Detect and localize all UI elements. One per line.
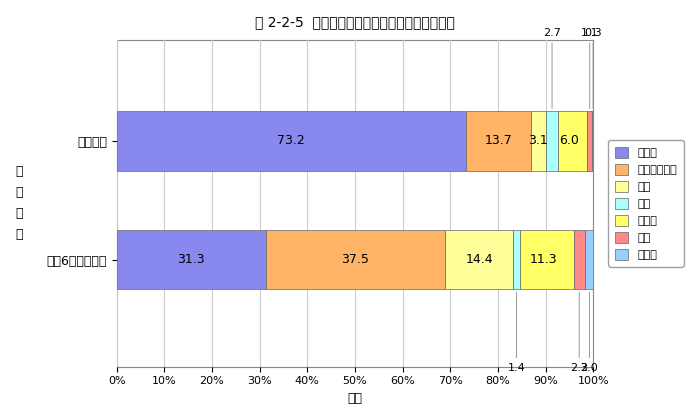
Bar [592, 111, 594, 171]
Bar [531, 111, 545, 171]
Text: 73.2: 73.2 [277, 134, 305, 147]
Text: 31.3: 31.3 [177, 253, 205, 266]
Y-axis label: 返
還
種
別: 返 還 種 別 [15, 165, 22, 242]
Text: 0.3: 0.3 [584, 28, 602, 108]
Text: 1.1: 1.1 [581, 28, 598, 108]
Legend: 正社員, アルバイト等, 無職, 主婦, 自営業, 学生, その他: 正社員, アルバイト等, 無職, 主婦, 自営業, 学生, その他 [608, 140, 684, 267]
Text: 2.3: 2.3 [570, 292, 588, 373]
Bar [559, 111, 587, 171]
Bar [117, 111, 466, 171]
Text: 11.3: 11.3 [529, 253, 557, 266]
Bar [466, 111, 531, 171]
Text: 2.0: 2.0 [580, 292, 598, 373]
Bar [545, 111, 559, 171]
X-axis label: 割合: 割合 [347, 392, 363, 405]
Bar [520, 230, 574, 289]
Text: 13.7: 13.7 [484, 134, 512, 147]
Bar [584, 230, 594, 289]
Text: 6.0: 6.0 [559, 134, 579, 147]
Bar [266, 230, 444, 289]
Bar [117, 230, 266, 289]
Text: 37.5: 37.5 [342, 253, 369, 266]
Title: 図 2-2-5  本人の職業と学種との関係（大学院）: 図 2-2-5 本人の職業と学種との関係（大学院） [255, 15, 455, 29]
Bar [574, 230, 584, 289]
Bar [513, 230, 520, 289]
Bar [587, 111, 592, 171]
Text: 14.4: 14.4 [466, 253, 493, 266]
Bar [444, 230, 513, 289]
Text: 2.7: 2.7 [543, 28, 561, 108]
Text: 3.1: 3.1 [528, 134, 548, 147]
Text: 1.4: 1.4 [508, 292, 526, 373]
